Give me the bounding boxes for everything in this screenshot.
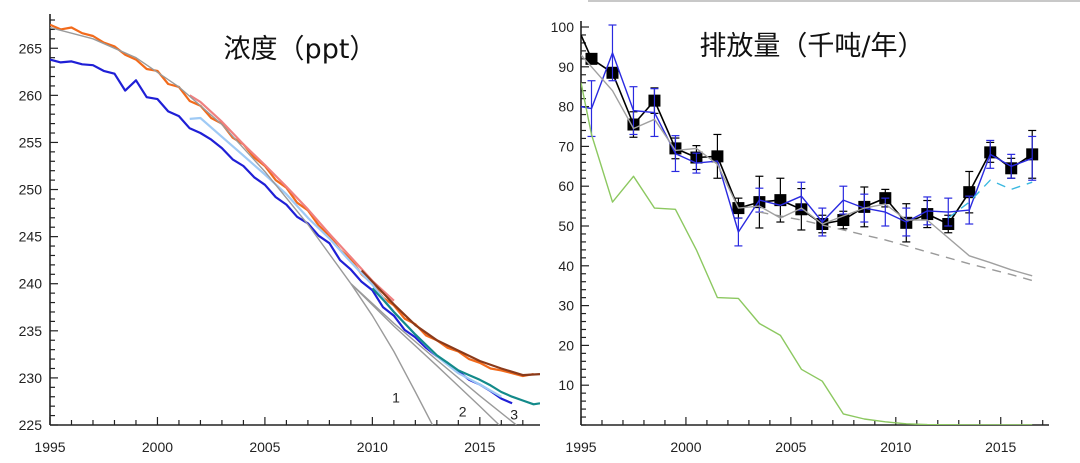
y-tick-label: 50 [558, 218, 574, 234]
data-point-marker [585, 52, 598, 65]
y-tick-label: 225 [19, 417, 43, 433]
data-point-marker [774, 194, 787, 207]
x-tick-label: 2005 [775, 439, 806, 455]
series-line-projection-3 [350, 283, 517, 425]
series-line-teal [371, 287, 540, 406]
x-tick-label: 1995 [34, 439, 65, 455]
y-tick-label: 30 [558, 298, 574, 314]
series-line-projection-1 [350, 283, 434, 425]
x-tick-label: 2000 [142, 439, 173, 455]
series-line-projection-2 [350, 283, 500, 425]
y-tick-label: 80 [558, 99, 574, 115]
y-tick-label: 90 [558, 59, 574, 75]
y-tick-label: 260 [19, 87, 43, 103]
chart-title: 浓度（ppt） [224, 34, 377, 65]
series-line-lightblue [189, 116, 502, 398]
y-tick-label: 230 [19, 370, 43, 386]
data-point-marker [963, 186, 976, 199]
x-tick-label: 2015 [985, 439, 1016, 455]
data-point-marker [711, 150, 724, 163]
y-tick-label: 70 [558, 138, 574, 154]
series-line-projection [50, 26, 352, 285]
emissions-chart-panel: 排放量（千吨/年） 10 20 30 40 50 60 70 80 90 100 1995 2000 2… [540, 0, 1080, 458]
y-tick-label: 10 [558, 377, 574, 393]
x-tick-label: 2005 [249, 439, 280, 455]
y-tick-label: 60 [558, 178, 574, 194]
x-tick-label: 2010 [880, 439, 911, 455]
series-line-cyan-dashed [947, 179, 1033, 219]
x-tick-label: 1995 [565, 439, 596, 455]
y-tick-label: 240 [19, 276, 43, 292]
top-border-line [588, 0, 1080, 2]
projection-label: 3 [510, 406, 518, 422]
series-line-gray-line [581, 54, 1033, 277]
x-tick-label: 2000 [670, 439, 701, 455]
y-tick-label: 265 [19, 40, 43, 56]
series-group [50, 23, 540, 425]
x-tick-label: 2010 [357, 439, 388, 455]
x-tick-label: 2015 [464, 439, 495, 455]
plot-area: 225 230 235 240 245 250 255 260 265 1995 2000 2005 2… [19, 14, 540, 455]
series-group [581, 24, 1039, 425]
series-line-orange [50, 23, 534, 378]
series-line-dashed-projection [759, 211, 1033, 282]
y-tick-label: 100 [551, 19, 575, 35]
y-tick-label: 235 [19, 323, 43, 339]
concentration-chart-panel: 浓度（ppt） 225 230 235 240 245 250 255 260 265 1995 2… [0, 0, 540, 458]
projection-label: 1 [392, 389, 400, 405]
emissions-chart: 排放量（千吨/年） 10 20 30 40 50 60 70 80 90 100 1995 2000 2… [551, 19, 1049, 455]
series-line-blue [50, 58, 513, 405]
plot-area: 10 20 30 40 50 60 70 80 90 100 1995 2000 2005 2010 201… [551, 19, 1049, 455]
y-tick-label: 245 [19, 229, 43, 245]
y-tick-label: 255 [19, 134, 43, 150]
series-line-green-line [581, 82, 1033, 425]
y-tick-label: 20 [558, 337, 574, 353]
y-tick-label: 250 [19, 182, 43, 198]
series-line-pink [189, 94, 395, 302]
chart-title: 排放量（千吨/年） [699, 31, 924, 62]
y-tick-label: 40 [558, 258, 574, 274]
projection-label: 2 [459, 404, 467, 420]
series-line-brown [360, 269, 540, 377]
